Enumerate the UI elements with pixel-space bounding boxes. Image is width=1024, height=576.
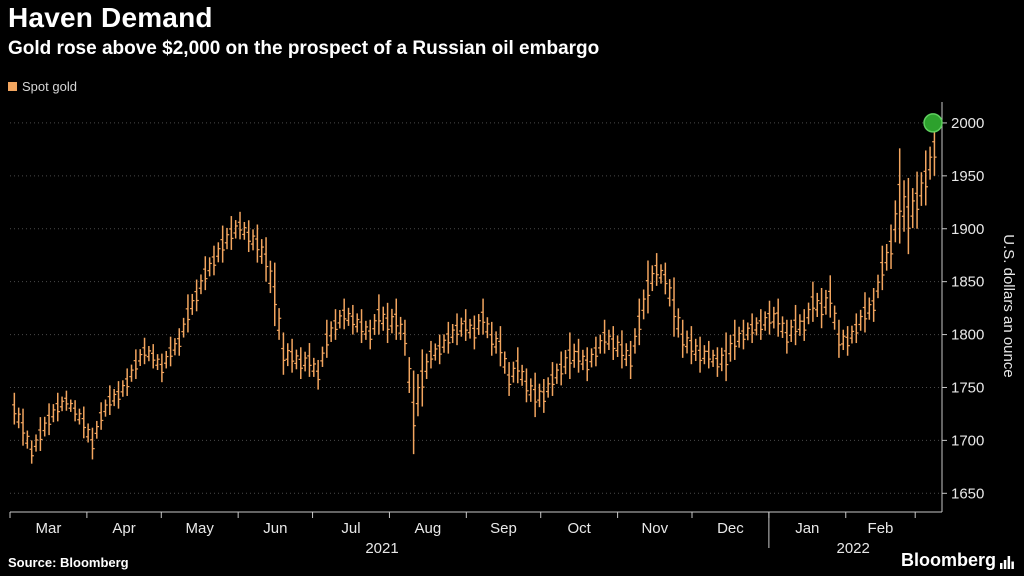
x-month-label: Jan <box>795 520 819 537</box>
x-month-label: Nov <box>641 520 668 537</box>
y-tick-label: 1950 <box>951 168 984 185</box>
legend: Spot gold <box>8 79 77 94</box>
x-month-label: Mar <box>36 520 62 537</box>
bloomberg-logo: Bloomberg <box>901 550 1014 571</box>
y-tick-label: 1850 <box>951 274 984 291</box>
chart-title: Haven Demand <box>8 2 213 33</box>
x-month-label: Aug <box>415 520 442 537</box>
x-month-label: Jun <box>263 520 287 537</box>
y-tick-label: 1700 <box>951 432 984 449</box>
x-month-label: Jul <box>341 520 360 537</box>
bloomberg-logo-icon <box>1000 556 1014 569</box>
x-month-label: Apr <box>112 520 135 537</box>
y-tick-label: 1750 <box>951 379 984 396</box>
y-tick-label: 1800 <box>951 327 984 344</box>
x-month-label: Oct <box>567 520 591 537</box>
chart-header: Haven Demand Gold rose above $2,000 on t… <box>8 2 599 60</box>
y-tick-label: 1900 <box>951 221 984 238</box>
y-tick-label: 2000 <box>951 115 984 132</box>
source-note: Source: Bloomberg <box>8 555 129 570</box>
x-month-label: Sep <box>490 520 517 537</box>
chart-subtitle: Gold rose above $2,000 on the prospect o… <box>8 38 600 60</box>
x-year-label: 2021 <box>365 540 398 557</box>
legend-label: Spot gold <box>22 79 77 94</box>
x-month-label: May <box>186 520 215 537</box>
y-tick-label: 1650 <box>951 485 984 502</box>
y-axis-title: U.S. dollars an ounce <box>1000 234 1017 377</box>
last-price-marker <box>923 113 943 133</box>
bloomberg-wordmark: Bloomberg <box>900 550 996 570</box>
x-year-label: 2022 <box>837 540 870 557</box>
x-month-label: Dec <box>717 520 744 537</box>
x-month-label: Feb <box>868 520 894 537</box>
legend-swatch-spot-gold <box>8 82 17 91</box>
